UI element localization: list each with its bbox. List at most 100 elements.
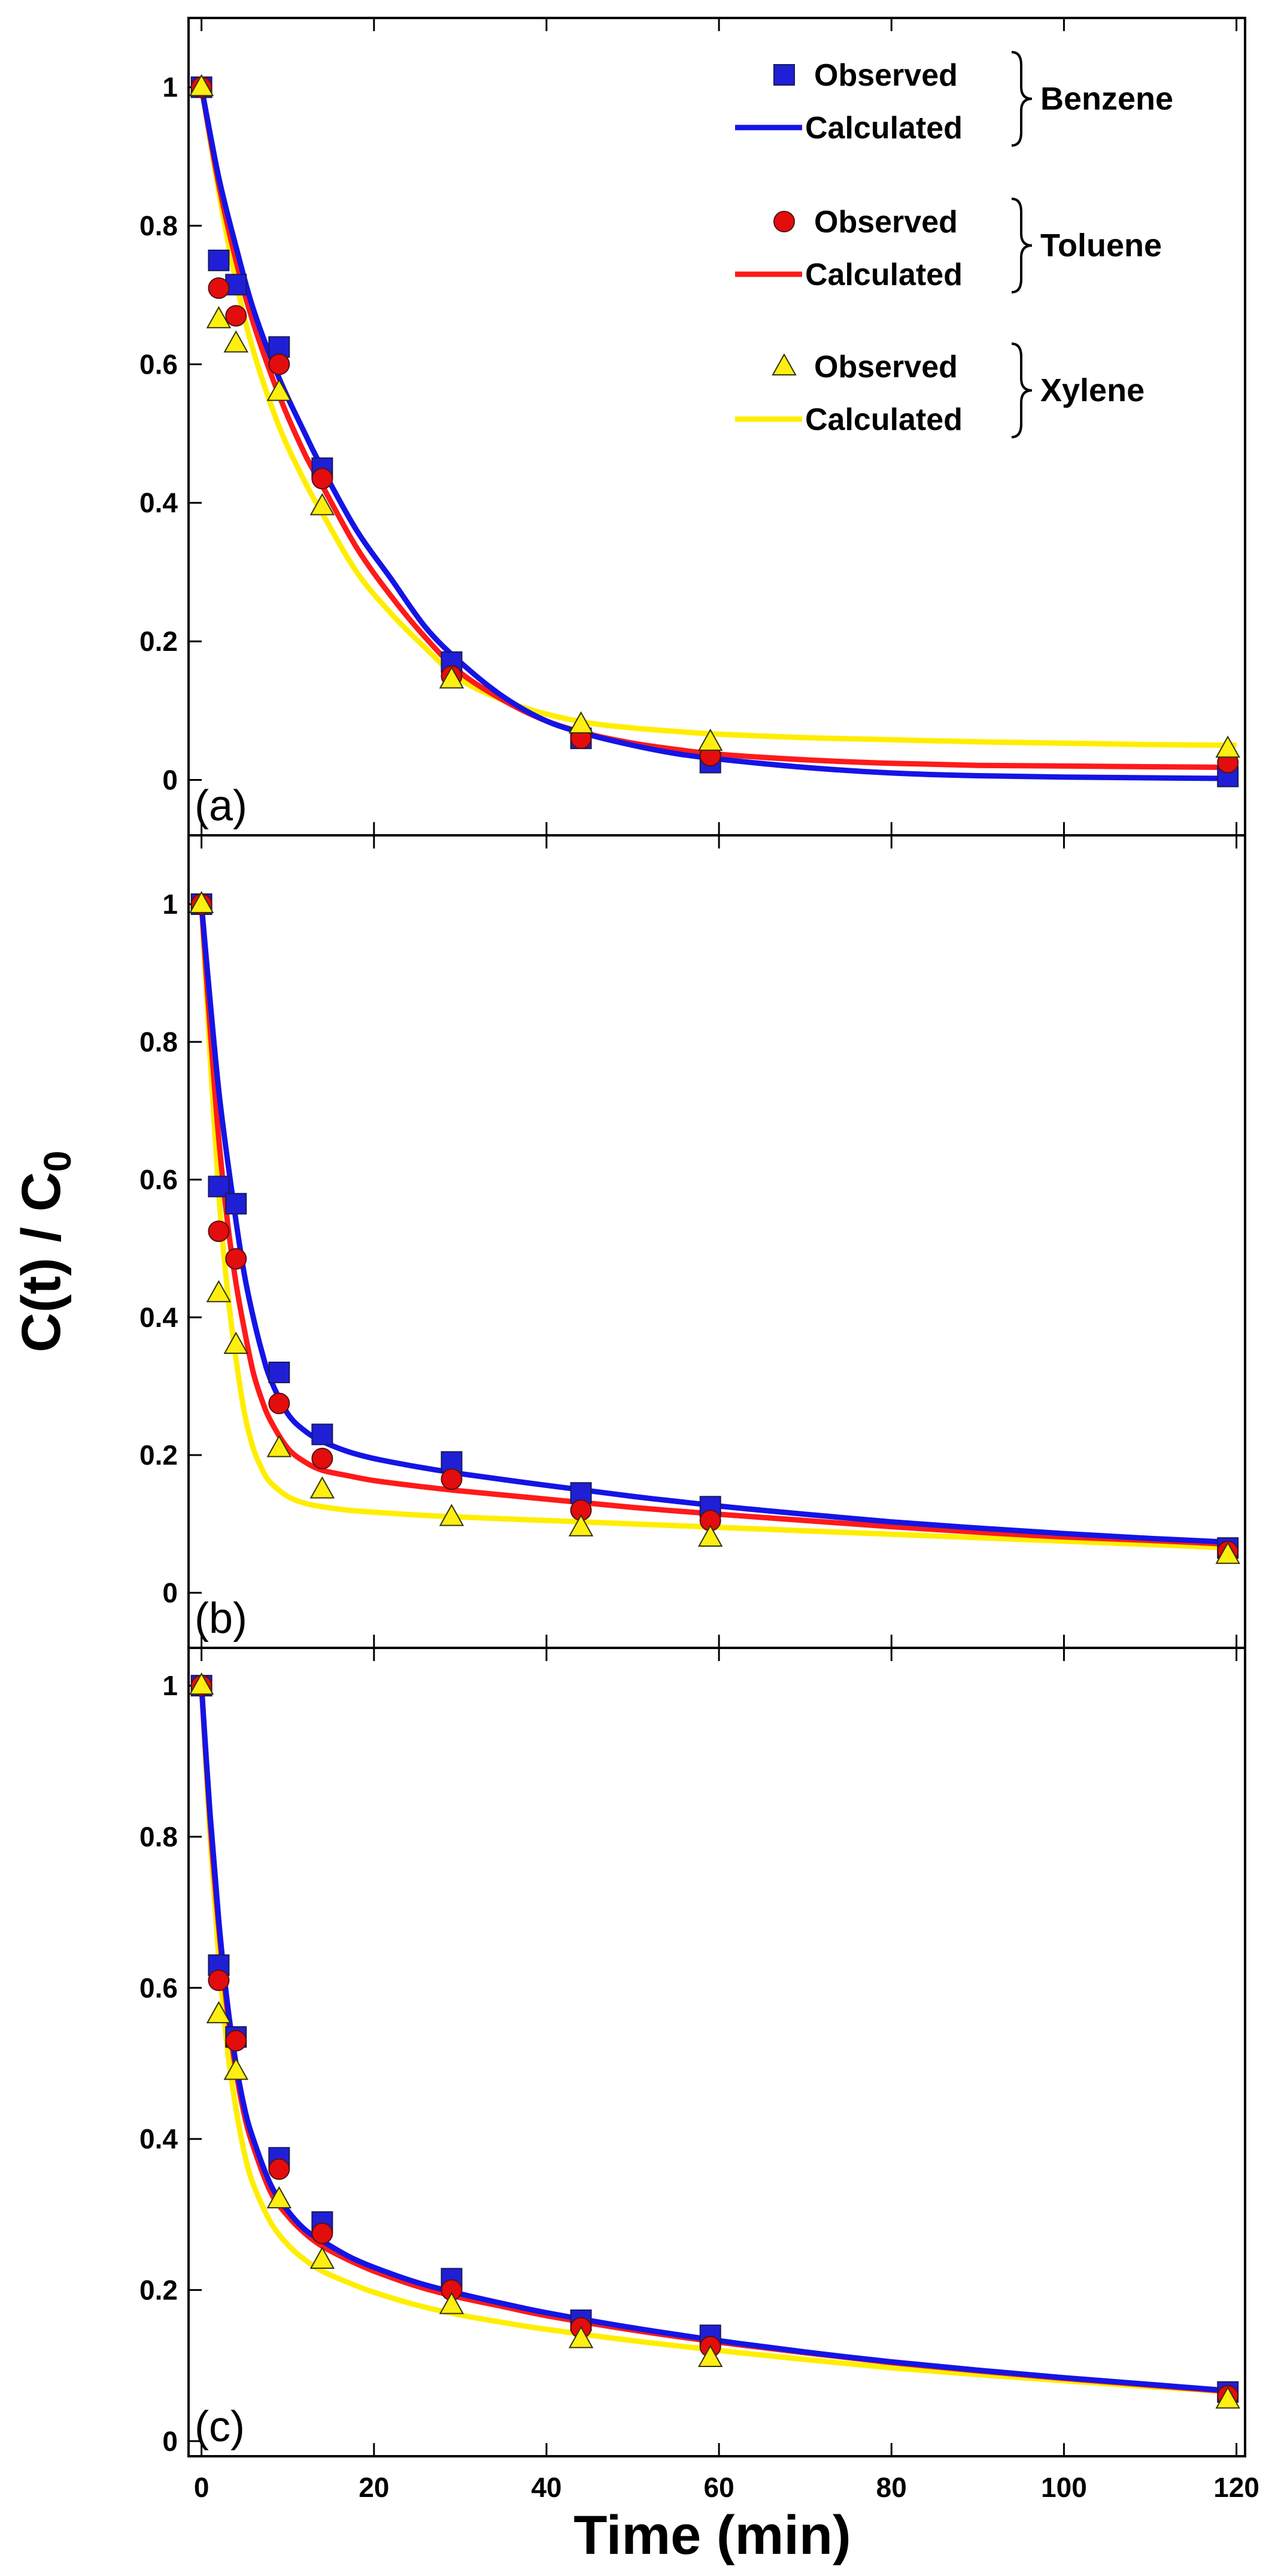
toluene-observed-point	[225, 2030, 247, 2052]
y-tick-label: 0	[162, 764, 178, 795]
y-tick-label: 0	[162, 2426, 178, 2457]
legend-xylene-marker	[772, 353, 797, 375]
x-axis-title: Time (min)	[573, 2505, 851, 2566]
y-tick-label: 0.6	[139, 1164, 178, 1195]
legend-brace	[1011, 198, 1033, 293]
xylene-observed-point	[309, 493, 335, 516]
benzene-observed-point	[225, 1193, 247, 1215]
y-tick-label: 0.4	[139, 1302, 178, 1333]
xylene-observed-point	[189, 1672, 214, 1695]
xylene-calculated-curve	[199, 904, 1237, 1551]
legend-brace	[1011, 343, 1033, 438]
legend-observed-label: Observed	[814, 350, 958, 384]
toluene-observed-point	[268, 2158, 290, 2180]
legend: Observed Calculated Benzene Observed Calcula…	[735, 51, 1173, 438]
xylene-observed-point	[1215, 2386, 1240, 2409]
x-axis-tick-labels: 0 20 40 60 80 100 120	[194, 2472, 1259, 2503]
y-axis-title-main: C(t) / C	[11, 1172, 72, 1352]
legend-group-toluene: Observed Calculated Toluene	[735, 198, 1162, 293]
xylene-observed-point	[439, 1504, 465, 1526]
xylene-observed-point	[309, 2246, 335, 2269]
y-tick-label: 1	[162, 889, 178, 920]
y-tick-label: 0.8	[139, 210, 178, 241]
toluene-observed-point	[208, 277, 230, 299]
panels: 0 0.2 0.4 0.6 0.8 1 (a) 0 0.2 0.4 0.6 0.8 1 (b) 0 0.2 0.…	[139, 17, 1246, 2457]
xylene-observed-point	[697, 2344, 723, 2367]
toluene-observed-point	[268, 1392, 290, 1414]
benzene-observed-point	[268, 1362, 290, 1383]
panel-c: 0 0.2 0.4 0.6 0.8 1 (c)	[139, 1647, 1246, 2457]
xylene-observed-point	[439, 666, 465, 689]
toluene-observed-point	[208, 1220, 230, 1242]
panel-frame	[187, 1647, 1246, 2457]
toluene-observed-point	[311, 2222, 333, 2244]
xylene-observed-point	[1215, 1541, 1240, 1564]
y-tick-label: 0.2	[139, 2274, 178, 2305]
legend-toluene-marker	[773, 211, 795, 232]
y-tick-label: 0.2	[139, 1439, 178, 1471]
toluene-observed-point	[311, 1447, 333, 1469]
toluene-calculated-curve	[199, 904, 1237, 1547]
xylene-observed-point	[266, 2186, 292, 2209]
xylene-observed-point	[206, 306, 232, 329]
y-tick-label: 0.4	[139, 487, 178, 519]
xylene-observed-point	[1215, 735, 1240, 758]
y-tick-label: 1	[162, 1670, 178, 1701]
xylene-observed-point	[568, 711, 594, 734]
x-tick-label: 20	[359, 2472, 389, 2503]
xylene-observed-point	[189, 74, 214, 96]
legend-brace	[1011, 51, 1033, 147]
x-tick-label: 80	[876, 2472, 907, 2503]
y-tick-label: 0.6	[139, 348, 178, 380]
xylene-observed-point	[223, 1331, 248, 1354]
legend-calculated-label: Calculated	[805, 402, 963, 437]
xylene-observed-point	[697, 1524, 723, 1547]
legend-compound-label: Toluene	[1040, 228, 1162, 263]
benzene-observed-point	[311, 1423, 333, 1445]
y-tick-label: 1	[162, 72, 178, 103]
legend-observed-label: Observed	[814, 205, 958, 240]
toluene-observed-point	[225, 305, 247, 327]
legend-observed-label: Observed	[814, 58, 958, 93]
y-tick-label: 0.8	[139, 1821, 178, 1852]
xylene-observed-point	[568, 1514, 594, 1536]
xylene-observed-point	[206, 1280, 232, 1302]
panel-b: 0 0.2 0.4 0.6 0.8 1 (b)	[139, 834, 1246, 1649]
x-tick-label: 120	[1213, 2472, 1259, 2503]
y-axis-title-text: C(t) / C0	[11, 1150, 79, 1352]
legend-calculated-label: Calculated	[805, 257, 963, 292]
legend-compound-label: Benzene	[1040, 81, 1173, 117]
xylene-observed-point	[266, 378, 292, 401]
xylene-observed-point	[697, 728, 723, 751]
toluene-observed-point	[225, 1248, 247, 1270]
x-tick-label: 100	[1041, 2472, 1087, 2503]
panel-label: (c)	[195, 2403, 245, 2451]
xylene-calculated-curve	[199, 1685, 1237, 2395]
benzene-observed-point	[208, 249, 230, 271]
y-tick-label: 0.6	[139, 1972, 178, 2004]
toluene-observed-point	[441, 1468, 463, 1490]
toluene-observed-point	[208, 1969, 230, 1992]
legend-compound-label: Xylene	[1040, 372, 1145, 408]
xylene-observed-point	[189, 890, 214, 913]
benzene-calculated-curve	[199, 86, 1237, 781]
xylene-observed-point	[568, 2326, 594, 2348]
toluene-observed-point	[268, 353, 290, 375]
xylene-observed-point	[206, 2001, 232, 2023]
xylene-observed-point	[439, 2292, 465, 2314]
y-axis-title: C(t) / C0	[11, 1150, 79, 1352]
panel-label: (b)	[195, 1595, 247, 1642]
x-tick-label: 0	[194, 2472, 210, 2503]
xylene-observed-point	[309, 1476, 335, 1499]
y-axis-title-subscript: 0	[36, 1150, 79, 1172]
xylene-observed-point	[223, 2057, 248, 2080]
y-tick-label: 0.2	[139, 626, 178, 657]
y-tick-label: 0.4	[139, 2123, 178, 2154]
legend-calculated-label: Calculated	[805, 111, 963, 146]
y-tick-label: 0.8	[139, 1026, 178, 1057]
xylene-observed-point	[266, 1435, 292, 1457]
benzene-observed-point	[225, 274, 247, 296]
toluene-observed-point	[311, 468, 333, 490]
legend-group-benzene: Observed Calculated Benzene	[735, 51, 1173, 147]
